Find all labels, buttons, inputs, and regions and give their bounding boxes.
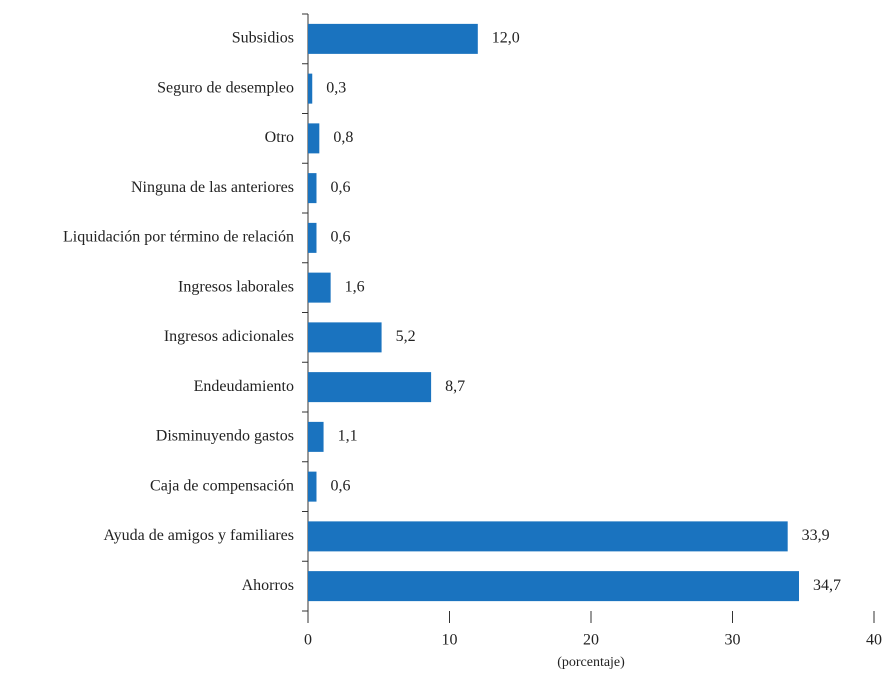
y-tick-label: Disminuyendo gastos xyxy=(156,428,294,445)
value-label: 1,6 xyxy=(345,278,365,295)
value-label: 0,6 xyxy=(330,229,350,246)
bar xyxy=(308,372,432,403)
y-tick-label: Ingresos adicionales xyxy=(164,328,294,345)
bar xyxy=(308,173,317,204)
bar xyxy=(308,222,317,253)
value-label: 8,7 xyxy=(445,378,465,395)
x-tick-label: 10 xyxy=(442,632,458,649)
value-label: 12,0 xyxy=(492,30,520,47)
x-tick-label: 20 xyxy=(583,632,599,649)
y-tick-label: Ingresos laborales xyxy=(178,278,294,295)
bar xyxy=(308,521,788,552)
y-tick-label: Ayuda de amigos y familiares xyxy=(104,527,294,544)
value-label: 1,1 xyxy=(338,428,358,445)
x-tick-label: 30 xyxy=(725,632,741,649)
bar xyxy=(308,471,317,502)
y-tick-label: Ninguna de las anteriores xyxy=(131,179,294,196)
y-tick-label: Otro xyxy=(265,129,294,146)
y-tick-label: Ahorros xyxy=(242,577,294,594)
x-axis-label: (porcentaje) xyxy=(557,655,625,670)
value-label: 33,9 xyxy=(802,527,830,544)
bar xyxy=(308,23,478,54)
x-tick-label: 0 xyxy=(304,632,312,649)
bar xyxy=(308,421,324,452)
y-tick-label: Subsidios xyxy=(232,30,294,47)
bar xyxy=(308,272,331,303)
y-tick-label: Liquidación por término de relación xyxy=(63,229,294,246)
value-label: 34,7 xyxy=(813,577,841,594)
bar xyxy=(308,73,313,104)
x-tick-label: 40 xyxy=(866,632,882,649)
bar xyxy=(308,123,320,154)
value-label: 5,2 xyxy=(396,328,416,345)
value-label: 0,3 xyxy=(326,79,346,96)
y-tick-label: Seguro de desempleo xyxy=(157,79,294,96)
bar xyxy=(308,571,800,602)
y-tick-label: Endeudamiento xyxy=(194,378,294,395)
bar xyxy=(308,322,382,353)
value-label: 0,6 xyxy=(330,179,350,196)
value-label: 0,8 xyxy=(333,129,353,146)
y-tick-label: Caja de compensación xyxy=(150,477,294,494)
value-label: 0,6 xyxy=(330,477,350,494)
